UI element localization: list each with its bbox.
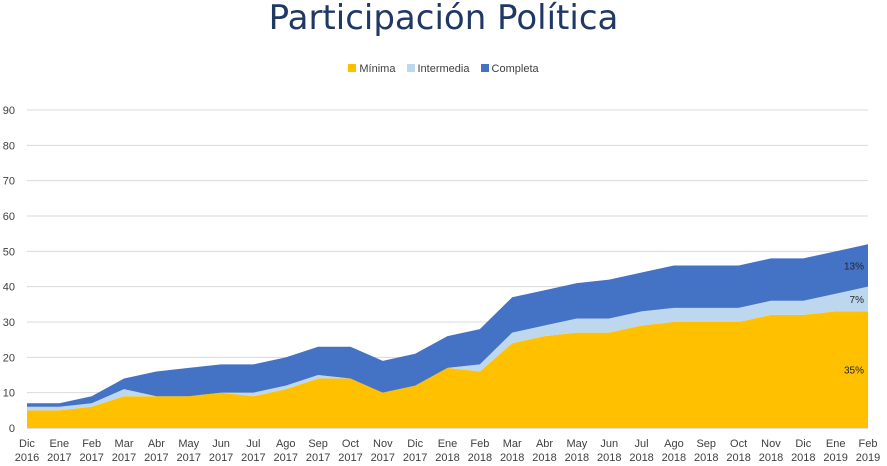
x-tick-label-month: Sep	[308, 438, 328, 450]
x-tick-label-year: 2018	[726, 452, 750, 464]
x-tick-label-month: May	[178, 438, 199, 450]
x-tick-label-year: 2017	[47, 452, 71, 464]
x-tick-label-month: Jul	[246, 438, 260, 450]
x-tick-label-year: 2018	[597, 452, 621, 464]
x-tick-label-month: Jun	[600, 438, 618, 450]
chart-legend: Mínima Intermedia Completa	[0, 63, 887, 75]
y-tick-label: 70	[3, 176, 15, 188]
x-tick-label-month: Ene	[438, 438, 458, 450]
legend-swatch-intermedia	[406, 64, 415, 73]
x-tick-label-year: 2017	[241, 452, 265, 464]
legend-swatch-minima	[348, 64, 357, 73]
x-tick-label-year: 2017	[338, 452, 362, 464]
x-tick-label-month: Dic	[795, 438, 811, 450]
x-tick-label-month: Feb	[82, 438, 101, 450]
x-tick-label-year: 2017	[112, 452, 136, 464]
x-tick-label-year: 2017	[144, 452, 168, 464]
x-tick-label-month: Mar	[503, 438, 522, 450]
y-tick-label: 90	[3, 105, 15, 117]
area-series-minima	[27, 311, 868, 428]
legend-item-intermedia: Intermedia	[406, 63, 470, 75]
x-tick-label-year: 2018	[791, 452, 815, 464]
data-label: 35%	[844, 366, 864, 377]
area-series-intermedia	[27, 286, 868, 411]
x-tick-label-year: 2018	[759, 452, 783, 464]
area-series-completa	[27, 244, 868, 407]
data-label: 13%	[844, 261, 864, 272]
x-tick-label-month: Mar	[115, 438, 134, 450]
legend-item-minima: Mínima	[348, 63, 395, 75]
x-tick-label-month: Abr	[536, 438, 553, 450]
legend-label-minima: Mínima	[359, 63, 396, 75]
x-tick-label-month: Abr	[148, 438, 165, 450]
x-tick-label-month: Feb	[859, 438, 878, 450]
x-tick-label-month: Nov	[373, 438, 393, 450]
x-tick-label-month: Nov	[761, 438, 781, 450]
x-tick-label-year: 2018	[468, 452, 492, 464]
x-tick-label-year: 2018	[629, 452, 653, 464]
data-label: 7%	[850, 295, 865, 306]
chart-title: Participación Política	[268, 0, 619, 38]
y-tick-label: 50	[3, 246, 15, 258]
x-tick-label-year: 2017	[176, 452, 200, 464]
x-tick-label-month: Ago	[664, 438, 684, 450]
x-tick-label-month: May	[566, 438, 587, 450]
y-tick-label: 60	[3, 211, 15, 223]
x-tick-label-year: 2018	[500, 452, 524, 464]
legend-label-completa: Completa	[491, 63, 539, 75]
x-tick-label-year: 2017	[79, 452, 103, 464]
x-tick-label-month: Ene	[826, 438, 846, 450]
y-tick-label: 80	[3, 140, 15, 152]
y-tick-label: 40	[3, 282, 15, 294]
x-tick-label-month: Dic	[407, 438, 423, 450]
legend-swatch-completa	[480, 64, 489, 73]
x-tick-label-month: Feb	[470, 438, 489, 450]
x-tick-label-year: 2018	[532, 452, 556, 464]
y-tick-label: 30	[3, 317, 15, 329]
x-tick-label-month: Oct	[730, 438, 747, 450]
x-tick-label-month: Oct	[342, 438, 359, 450]
x-tick-label-year: 2017	[209, 452, 233, 464]
x-tick-label-year: 2016	[15, 452, 39, 464]
x-tick-label-month: Sep	[696, 438, 716, 450]
y-tick-label: 10	[3, 388, 15, 400]
x-tick-label-year: 2019	[856, 452, 880, 464]
legend-label-intermedia: Intermedia	[417, 63, 470, 75]
y-tick-label: 20	[3, 352, 15, 364]
x-tick-label-year: 2018	[435, 452, 459, 464]
x-tick-label-month: Dic	[19, 438, 35, 450]
x-tick-label-year: 2018	[694, 452, 718, 464]
x-tick-label-month: Ago	[276, 438, 296, 450]
x-tick-label-month: Ene	[50, 438, 70, 450]
x-tick-label-year: 2018	[662, 452, 686, 464]
x-tick-label-year: 2019	[823, 452, 847, 464]
x-tick-label-month: Jun	[212, 438, 230, 450]
x-tick-label-year: 2017	[306, 452, 330, 464]
x-tick-label-year: 2017	[274, 452, 298, 464]
y-tick-label: 0	[9, 423, 15, 435]
x-tick-label-year: 2018	[565, 452, 589, 464]
x-tick-label-month: Jul	[635, 438, 649, 450]
x-tick-label-year: 2017	[403, 452, 427, 464]
legend-item-completa: Completa	[480, 63, 539, 75]
x-tick-label-year: 2017	[371, 452, 395, 464]
